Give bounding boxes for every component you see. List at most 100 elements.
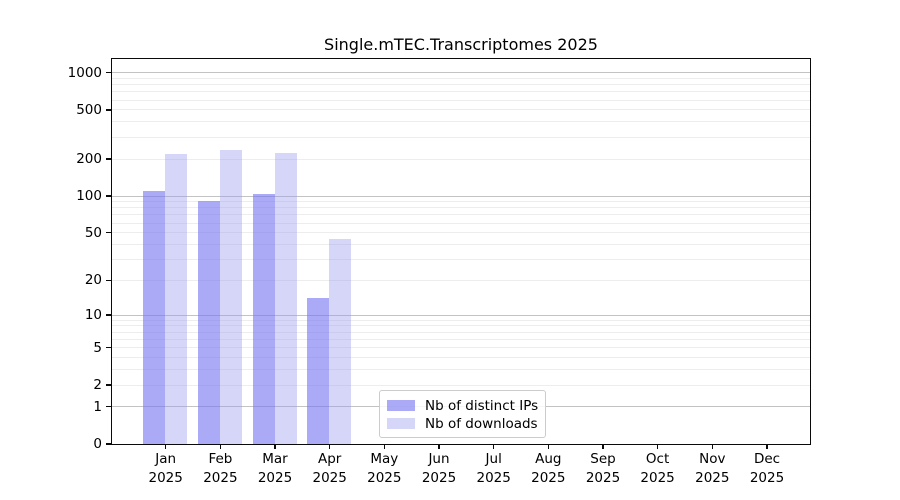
y-tick — [105, 347, 111, 349]
gridline-minor — [111, 232, 810, 234]
gridline-minor — [111, 319, 810, 321]
x-tick — [602, 444, 604, 449]
x-tick — [438, 444, 440, 449]
y-tick-label: 1 — [93, 398, 102, 415]
bar-downloads-mar — [274, 152, 297, 444]
bar-ips-mar — [252, 193, 275, 444]
x-tick — [219, 444, 222, 449]
bar-downloads-jan — [165, 154, 188, 444]
x-tick — [547, 444, 549, 449]
y-tick-label: 0 — [93, 436, 102, 452]
x-tick — [656, 444, 659, 449]
legend-item-ips: Nb of distinct IPs — [387, 397, 539, 414]
gridline-minor — [111, 279, 810, 281]
x-tick — [766, 444, 768, 449]
y-tick — [105, 314, 111, 316]
legend-item-downloads: Nb of downloads — [387, 415, 538, 432]
y-tick — [105, 443, 111, 445]
legend-label: Nb of distinct IPs — [425, 397, 539, 414]
x-tick-label: Oct 2025 — [630, 450, 686, 487]
x-tick-label: Nov 2025 — [684, 450, 740, 487]
x-tick-label: Jul 2025 — [466, 450, 522, 487]
x-tick-label: Sep 2025 — [575, 450, 631, 487]
gridline-minor — [111, 77, 810, 79]
y-tick — [105, 195, 111, 197]
y-tick — [105, 158, 111, 160]
x-tick-year: 2025 — [531, 469, 566, 486]
y-tick-label: 1000 — [67, 64, 102, 81]
gridline-minor — [111, 91, 810, 93]
gridline-minor — [111, 201, 810, 203]
y-tick-label: 500 — [76, 101, 102, 118]
x-tick-label: Dec 2025 — [739, 450, 795, 487]
x-tick — [493, 444, 495, 449]
gridline-minor — [111, 338, 810, 340]
legend: Nb of distinct IPs Nb of downloads — [379, 390, 546, 438]
gridline-minor — [111, 222, 810, 224]
x-tick-month: May — [370, 451, 399, 467]
y-tick-label: 100 — [76, 188, 102, 204]
legend-swatch-downloads — [387, 418, 415, 429]
x-tick-year: 2025 — [749, 469, 785, 486]
bar-downloads-feb — [219, 149, 242, 444]
gridline-minor — [111, 384, 810, 386]
gridline-minor — [111, 347, 810, 349]
gridline-minor — [111, 243, 810, 245]
x-tick-label: Jun 2025 — [411, 450, 467, 487]
gridline-minor — [111, 214, 810, 216]
x-tick-year: 2025 — [585, 469, 621, 486]
y-tick-label: 20 — [84, 272, 102, 289]
x-tick-month: Jul — [485, 451, 502, 467]
gridline-minor — [111, 207, 810, 209]
x-tick-year: 2025 — [421, 469, 457, 486]
gridline-major — [111, 314, 810, 316]
gridline-minor — [111, 84, 810, 86]
x-tick-month: Aug — [535, 451, 562, 467]
legend-swatch-ips — [387, 400, 415, 411]
legend-label: Nb of downloads — [425, 415, 538, 432]
x-tick — [165, 444, 167, 449]
gridline-minor — [111, 331, 810, 333]
gridline-major — [111, 72, 810, 74]
y-tick — [105, 72, 111, 74]
gridline-major — [111, 195, 810, 197]
y-tick-label: 200 — [76, 151, 102, 167]
x-tick-year: 2025 — [257, 469, 293, 486]
x-tick-month: Feb — [208, 451, 233, 467]
x-tick-month: Apr — [318, 451, 342, 467]
y-tick — [105, 232, 111, 234]
plot-area — [110, 57, 811, 445]
gridline-minor — [111, 258, 810, 260]
x-tick-label: May 2025 — [356, 450, 412, 487]
bar-downloads-apr — [329, 239, 352, 444]
y-tick — [105, 109, 111, 111]
bar-ips-feb — [197, 201, 220, 444]
x-tick-label: Mar 2025 — [247, 450, 303, 487]
x-tick-year: 2025 — [367, 469, 402, 486]
chart-title: Single.mTEC.Transcriptomes 2025 — [324, 35, 598, 54]
y-tick — [105, 384, 111, 386]
y-tick-label: 50 — [84, 224, 102, 241]
x-tick — [274, 444, 276, 449]
y-tick-label: 10 — [84, 307, 102, 324]
gridline-minor — [111, 136, 810, 138]
x-tick-year: 2025 — [695, 469, 730, 486]
x-tick-label: Aug 2025 — [520, 450, 576, 487]
x-tick-label: Apr 2025 — [302, 450, 358, 487]
x-tick-year: 2025 — [476, 469, 511, 486]
gridline-minor — [111, 325, 810, 327]
x-tick — [711, 444, 713, 449]
x-tick-label: Jan 2025 — [138, 450, 194, 487]
x-tick-month: Mar — [262, 451, 288, 467]
gridline-minor — [111, 357, 810, 359]
gridline-minor — [111, 99, 810, 101]
y-tick-label: 2 — [93, 377, 102, 393]
y-tick-label: 5 — [93, 339, 102, 356]
y-tick — [105, 406, 111, 408]
x-tick-month: Sep — [590, 451, 616, 467]
x-tick — [383, 444, 385, 449]
bar-ips-apr — [307, 298, 330, 444]
x-tick-year: 2025 — [148, 469, 183, 486]
x-tick-year: 2025 — [640, 469, 675, 486]
